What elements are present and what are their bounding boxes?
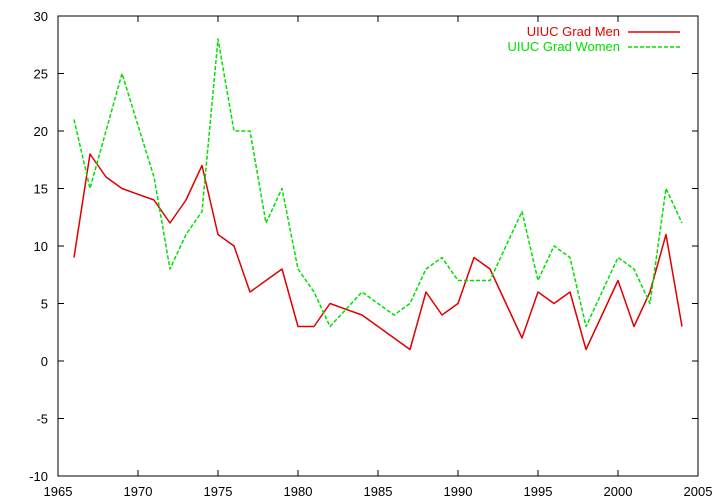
series-line-0 bbox=[73, 153, 683, 351]
y-tick-label: 20 bbox=[34, 124, 48, 139]
y-tick-label: 30 bbox=[34, 9, 48, 24]
y-tick-label: -5 bbox=[36, 412, 48, 427]
axis-ticks bbox=[57, 15, 699, 477]
plot-frame bbox=[57, 15, 699, 477]
series-layer bbox=[73, 38, 683, 351]
x-tick-label: 1965 bbox=[44, 484, 73, 499]
x-tick-label: 1985 bbox=[364, 484, 393, 499]
x-tick-label: 1990 bbox=[444, 484, 473, 499]
y-tick-label: 0 bbox=[41, 354, 48, 369]
axis-tick-labels: 1965 1970 1975 1980 1985 1990 1995 2000 2005-10-… bbox=[29, 9, 712, 499]
x-tick-label: 1980 bbox=[284, 484, 313, 499]
x-tick-label: 1970 bbox=[124, 484, 153, 499]
y-tick-label: -10 bbox=[29, 469, 48, 484]
legend-label-1: UIUC Grad Women bbox=[508, 39, 620, 54]
y-tick-label: 10 bbox=[34, 239, 48, 254]
x-tick-label: 2000 bbox=[604, 484, 633, 499]
x-tick-label: 1975 bbox=[204, 484, 233, 499]
x-tick-label: 1995 bbox=[524, 484, 553, 499]
legend-label-0: UIUC Grad Men bbox=[527, 24, 620, 39]
y-tick-label: 15 bbox=[34, 182, 48, 197]
y-tick-label: 5 bbox=[41, 297, 48, 312]
series-line-1 bbox=[73, 38, 683, 328]
x-tick-label: 2005 bbox=[684, 484, 713, 499]
y-tick-label: 25 bbox=[34, 67, 48, 82]
